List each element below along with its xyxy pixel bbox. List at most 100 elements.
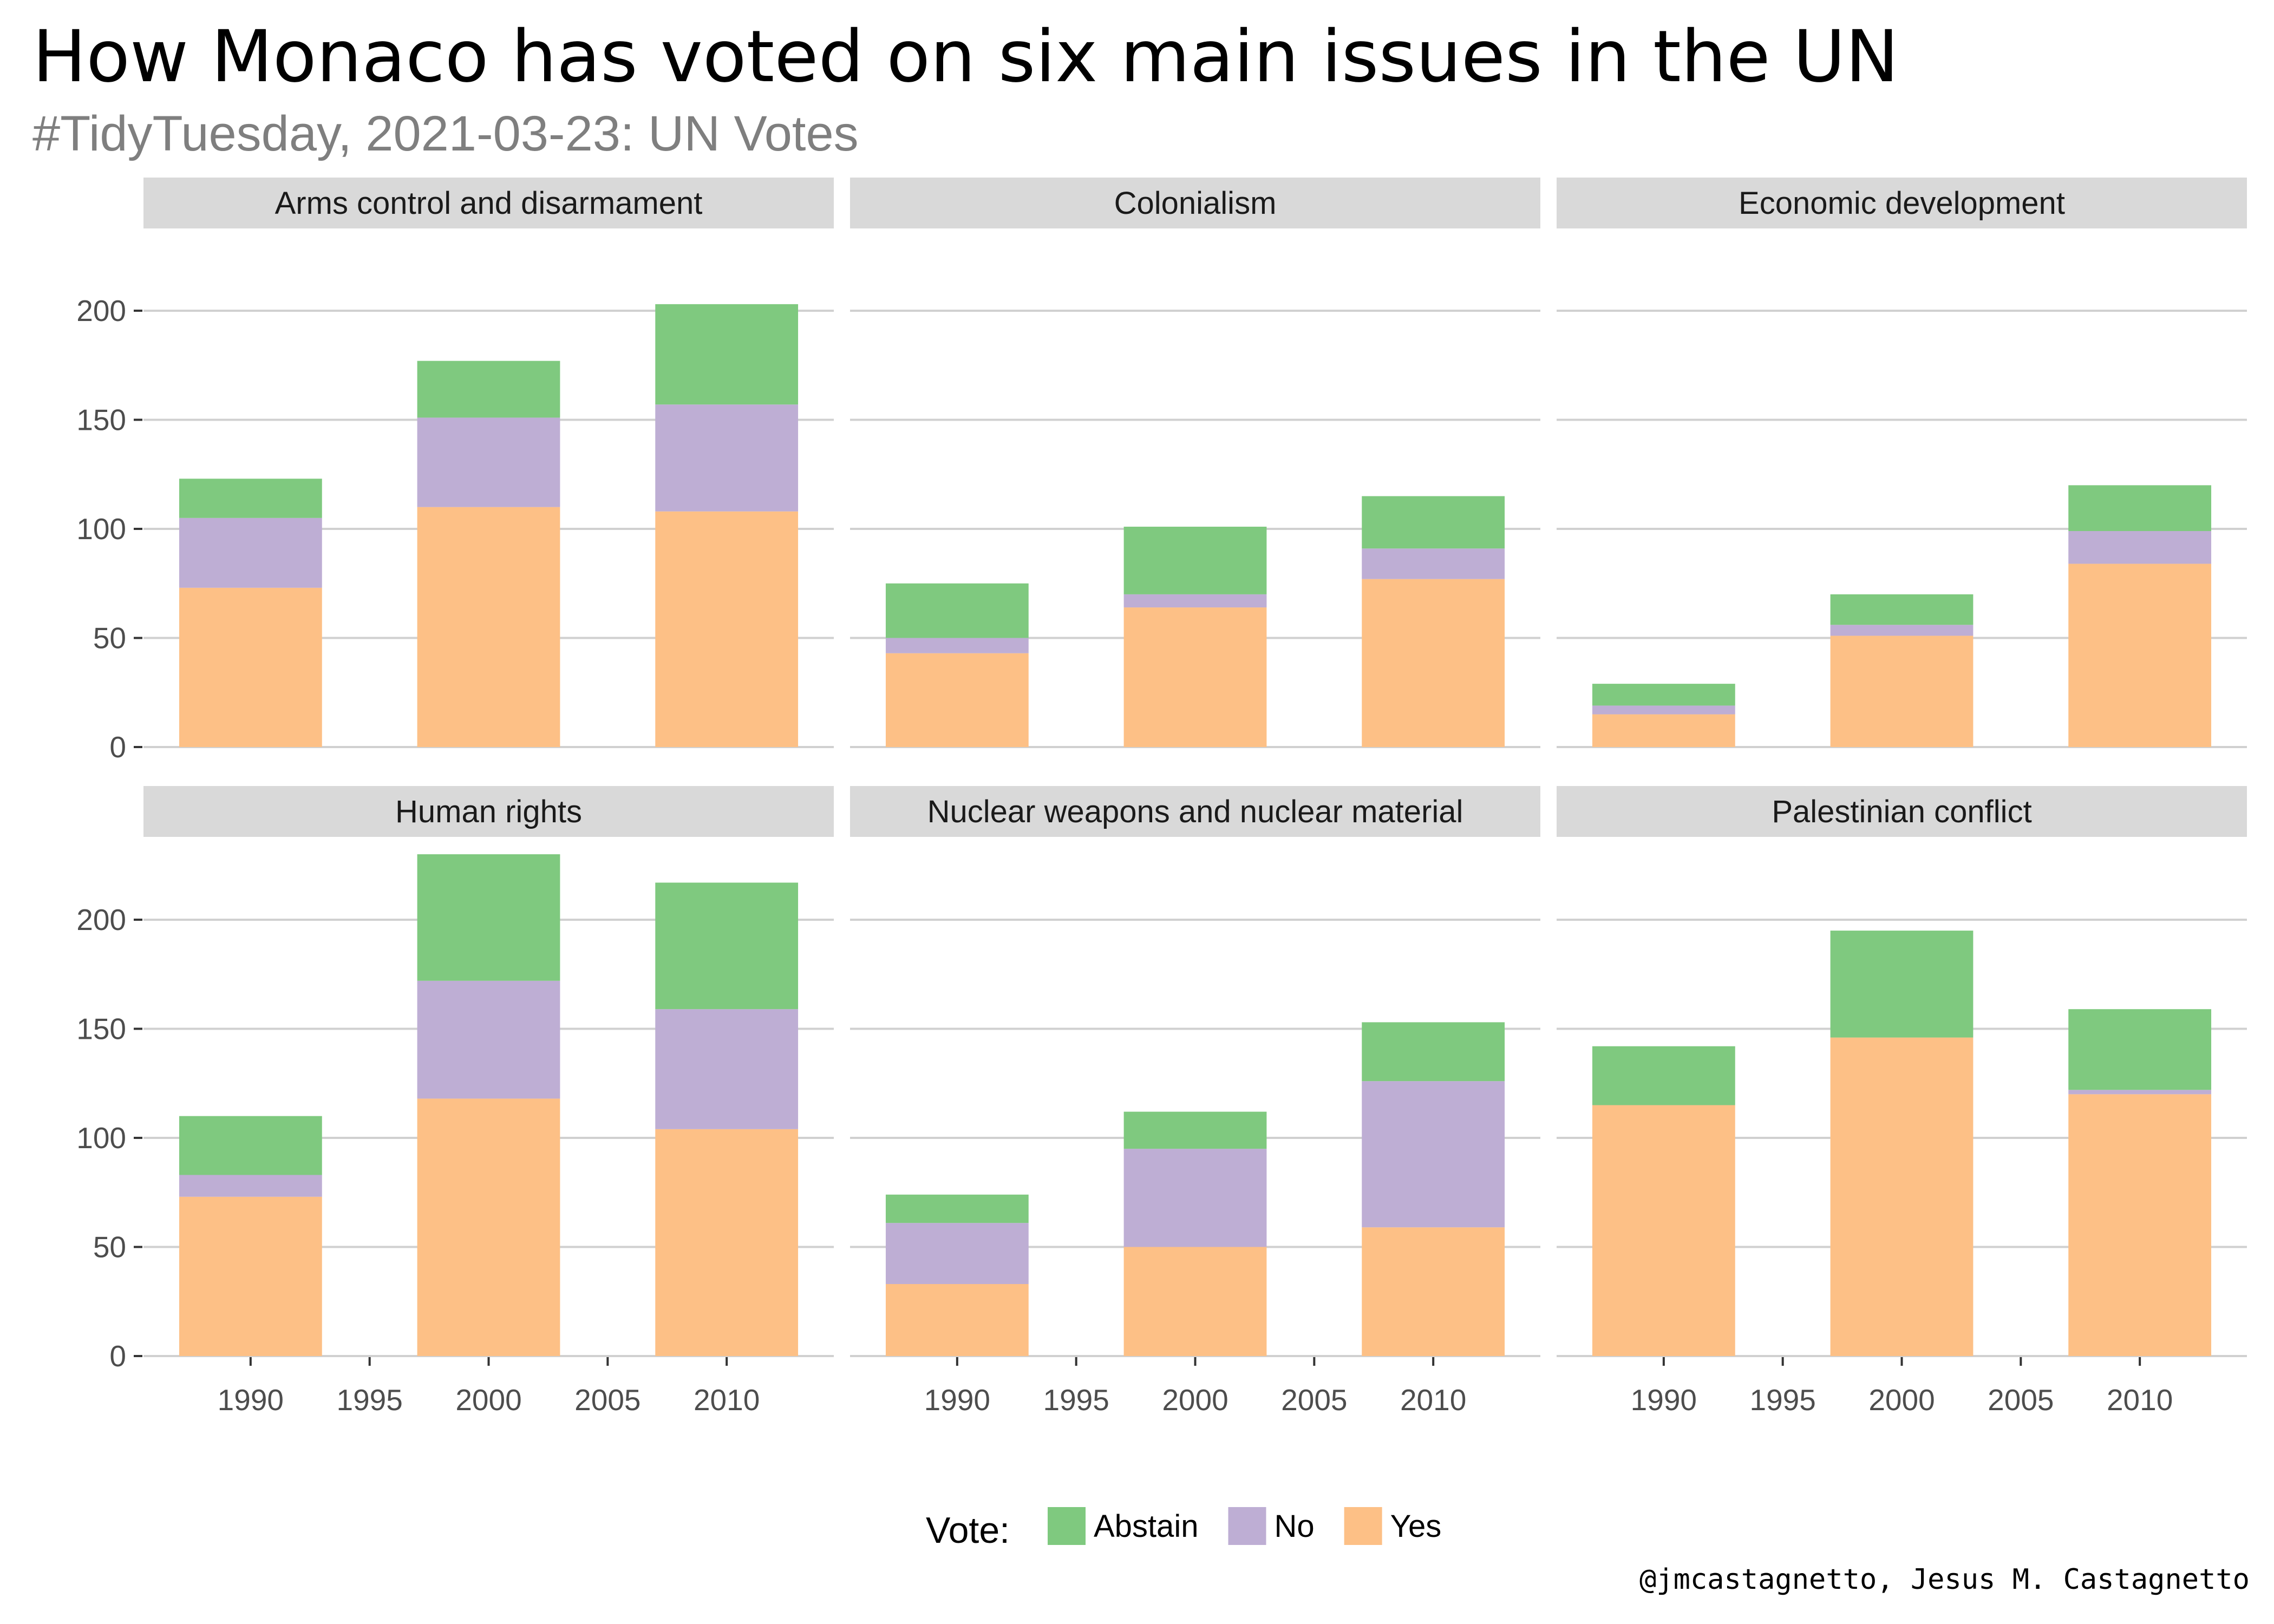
bar-segment-abstain	[1123, 526, 1267, 594]
bar-segment-no	[417, 980, 560, 1099]
y-tick-label: 0	[109, 730, 126, 764]
facet-strip-label: Arms control and disarmament	[275, 186, 703, 221]
facet-panel: Colonialism	[850, 178, 1540, 748]
bar-segment-abstain	[1123, 1111, 1267, 1149]
bar-segment-no	[1123, 594, 1267, 608]
bar-segment-yes	[885, 653, 1029, 747]
facet-panel: Palestinian conflict 1990 1995 2000 2005 2010	[1557, 786, 2247, 1417]
bar-segment-no	[1123, 1149, 1267, 1247]
bar-segment-yes	[1592, 714, 1735, 747]
bar-segment-no	[417, 417, 560, 507]
bar-segment-no	[655, 404, 799, 512]
bar-segment-abstain	[1592, 684, 1735, 706]
legend-label: Abstain	[1094, 1509, 1198, 1544]
facet-strip	[143, 178, 834, 228]
bar-segment-yes	[417, 507, 560, 747]
facet-strip	[850, 786, 1540, 837]
facet-panel: Economic development	[1557, 178, 2247, 748]
bar-segment-abstain	[885, 1194, 1029, 1223]
legend: Vote: Abstain No Yes	[926, 1507, 1441, 1551]
bar-segment-abstain	[179, 1116, 322, 1175]
x-tick-label: 2005	[574, 1383, 641, 1417]
bar-segment-abstain	[1362, 1022, 1505, 1082]
x-tick-label: 2010	[1400, 1383, 1466, 1417]
bar-segment-yes	[655, 1129, 799, 1356]
x-tick-label: 2010	[694, 1383, 760, 1417]
legend-key-no	[1228, 1507, 1266, 1545]
bar-segment-abstain	[179, 479, 322, 518]
x-tick-label: 1995	[1043, 1383, 1109, 1417]
facet-panels: Arms control and disarmament 0 50 100 150 200…	[76, 178, 2247, 1417]
bar-segment-no	[1362, 1081, 1505, 1228]
bar-segment-no	[2068, 531, 2212, 564]
x-tick-label: 2005	[1281, 1383, 1347, 1417]
x-tick-label: 2000	[1868, 1383, 1935, 1417]
facet-strip-label: Palestinian conflict	[1772, 794, 2031, 829]
bar-segment-yes	[1830, 1037, 1974, 1356]
bar-segment-yes	[655, 511, 799, 747]
y-tick-label: 150	[76, 1012, 126, 1045]
bar-segment-abstain	[1362, 496, 1505, 549]
bar-segment-no	[885, 1223, 1029, 1285]
legend-label: No	[1274, 1509, 1314, 1544]
y-tick-label: 100	[76, 512, 126, 546]
bar-segment-no	[179, 518, 322, 588]
bar-segment-yes	[1830, 636, 1974, 747]
bar-segment-yes	[2068, 1094, 2212, 1356]
x-tick-label: 1990	[1631, 1383, 1697, 1417]
x-tick-label: 2000	[1162, 1383, 1228, 1417]
chart-title: How Monaco has voted on six main issues …	[32, 15, 1899, 99]
facet-strip-label: Human rights	[395, 794, 582, 829]
bar-segment-abstain	[1830, 931, 1974, 1038]
bar-segment-no	[179, 1175, 322, 1197]
bar-segment-abstain	[2068, 1009, 2212, 1090]
bar-segment-yes	[179, 587, 322, 747]
facet-strip	[1557, 786, 2247, 837]
facet-panel: Arms control and disarmament 0 50 100 150 200	[76, 178, 834, 764]
facet-strip-label: Colonialism	[1114, 186, 1277, 221]
x-tick-label: 2010	[2107, 1383, 2173, 1417]
bar-segment-abstain	[1592, 1046, 1735, 1105]
chart-caption: @jmcastagnetto, Jesus M. Castagnetto	[1639, 1563, 2250, 1596]
bar-segment-abstain	[417, 361, 560, 418]
bar-segment-yes	[1362, 579, 1505, 747]
y-tick-label: 0	[109, 1339, 126, 1373]
x-tick-label: 1990	[924, 1383, 990, 1417]
bar-segment-yes	[1592, 1105, 1735, 1356]
bar-segment-abstain	[885, 583, 1029, 638]
bar-segment-yes	[417, 1098, 560, 1356]
chart-subtitle: #TidyTuesday, 2021-03-23: UN Votes	[32, 106, 859, 161]
bar-segment-abstain	[2068, 485, 2212, 532]
bar-segment-no	[655, 1009, 799, 1129]
facet-panel: Human rights 0 50 100 150 200 1990 1995 2000 2005…	[76, 786, 834, 1417]
x-tick-label: 1990	[218, 1383, 284, 1417]
y-tick-label: 100	[76, 1121, 126, 1155]
bar-segment-yes	[1362, 1227, 1505, 1356]
bar-segment-abstain	[655, 304, 799, 405]
legend-key-yes	[1344, 1507, 1382, 1545]
y-tick-label: 50	[93, 1230, 126, 1263]
facet-strip	[143, 786, 834, 837]
bar-segment-abstain	[1830, 594, 1974, 625]
facet-strip	[850, 178, 1540, 228]
bar-segment-yes	[2068, 564, 2212, 747]
bar-segment-abstain	[417, 854, 560, 981]
x-tick-label: 2000	[455, 1383, 521, 1417]
bar-segment-no	[2068, 1090, 2212, 1095]
bar-segment-yes	[1123, 607, 1267, 747]
facet-strip	[1557, 178, 2247, 228]
y-tick-label: 50	[93, 621, 126, 654]
legend-label: Yes	[1390, 1509, 1442, 1544]
legend-key-abstain	[1048, 1507, 1086, 1545]
bar-segment-yes	[179, 1196, 322, 1356]
facet-strip-label: Economic development	[1739, 186, 2065, 221]
y-tick-label: 200	[76, 903, 126, 937]
bar-segment-yes	[1123, 1247, 1267, 1356]
facet-strip-label: Nuclear weapons and nuclear material	[927, 794, 1463, 829]
x-tick-label: 1995	[336, 1383, 402, 1417]
bar-segment-no	[1592, 705, 1735, 715]
bar-segment-abstain	[655, 882, 799, 1010]
bar-segment-no	[885, 638, 1029, 653]
bar-segment-yes	[885, 1284, 1029, 1356]
